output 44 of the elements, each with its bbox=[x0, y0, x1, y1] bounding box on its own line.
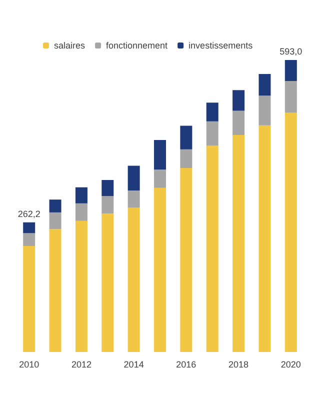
legend-label: salaires bbox=[54, 40, 86, 50]
x-tick-label: 2010 bbox=[19, 360, 40, 370]
bar bbox=[258, 125, 271, 352]
bar bbox=[232, 90, 245, 111]
bar bbox=[284, 60, 297, 82]
bar bbox=[206, 146, 218, 352]
legend-label: investissements bbox=[188, 40, 254, 50]
bar bbox=[258, 74, 271, 96]
x-tick-label: 2012 bbox=[71, 360, 92, 370]
bar bbox=[180, 126, 192, 150]
bar bbox=[206, 121, 218, 146]
bar bbox=[128, 190, 140, 208]
legend-label: fonctionnement bbox=[106, 40, 168, 50]
x-tick-label: 2016 bbox=[176, 360, 196, 370]
bar bbox=[75, 203, 88, 221]
bar bbox=[128, 166, 140, 191]
bar bbox=[154, 170, 166, 188]
bar bbox=[284, 112, 297, 352]
annotation: 262,2 bbox=[18, 208, 40, 219]
bar bbox=[258, 96, 271, 126]
x-tick-label: 2020 bbox=[280, 360, 301, 370]
bar bbox=[49, 212, 62, 230]
bar bbox=[154, 140, 166, 170]
bar bbox=[284, 81, 297, 113]
bar bbox=[128, 207, 140, 352]
bar bbox=[75, 187, 88, 204]
bar bbox=[23, 246, 36, 352]
bar bbox=[206, 102, 218, 122]
bar bbox=[23, 233, 36, 246]
bar bbox=[180, 149, 192, 168]
bar bbox=[102, 214, 114, 352]
bar bbox=[180, 168, 192, 352]
x-tick-label: 2014 bbox=[124, 360, 144, 370]
bar bbox=[49, 200, 62, 212]
bar bbox=[49, 229, 62, 352]
bar bbox=[102, 196, 114, 214]
bar bbox=[232, 110, 245, 136]
x-tick-label: 2018 bbox=[228, 360, 249, 370]
bar bbox=[232, 135, 245, 352]
bar bbox=[102, 180, 114, 196]
bar bbox=[154, 188, 166, 352]
annotation: 593,0 bbox=[280, 46, 302, 56]
bar bbox=[23, 222, 36, 234]
bar bbox=[75, 220, 88, 352]
